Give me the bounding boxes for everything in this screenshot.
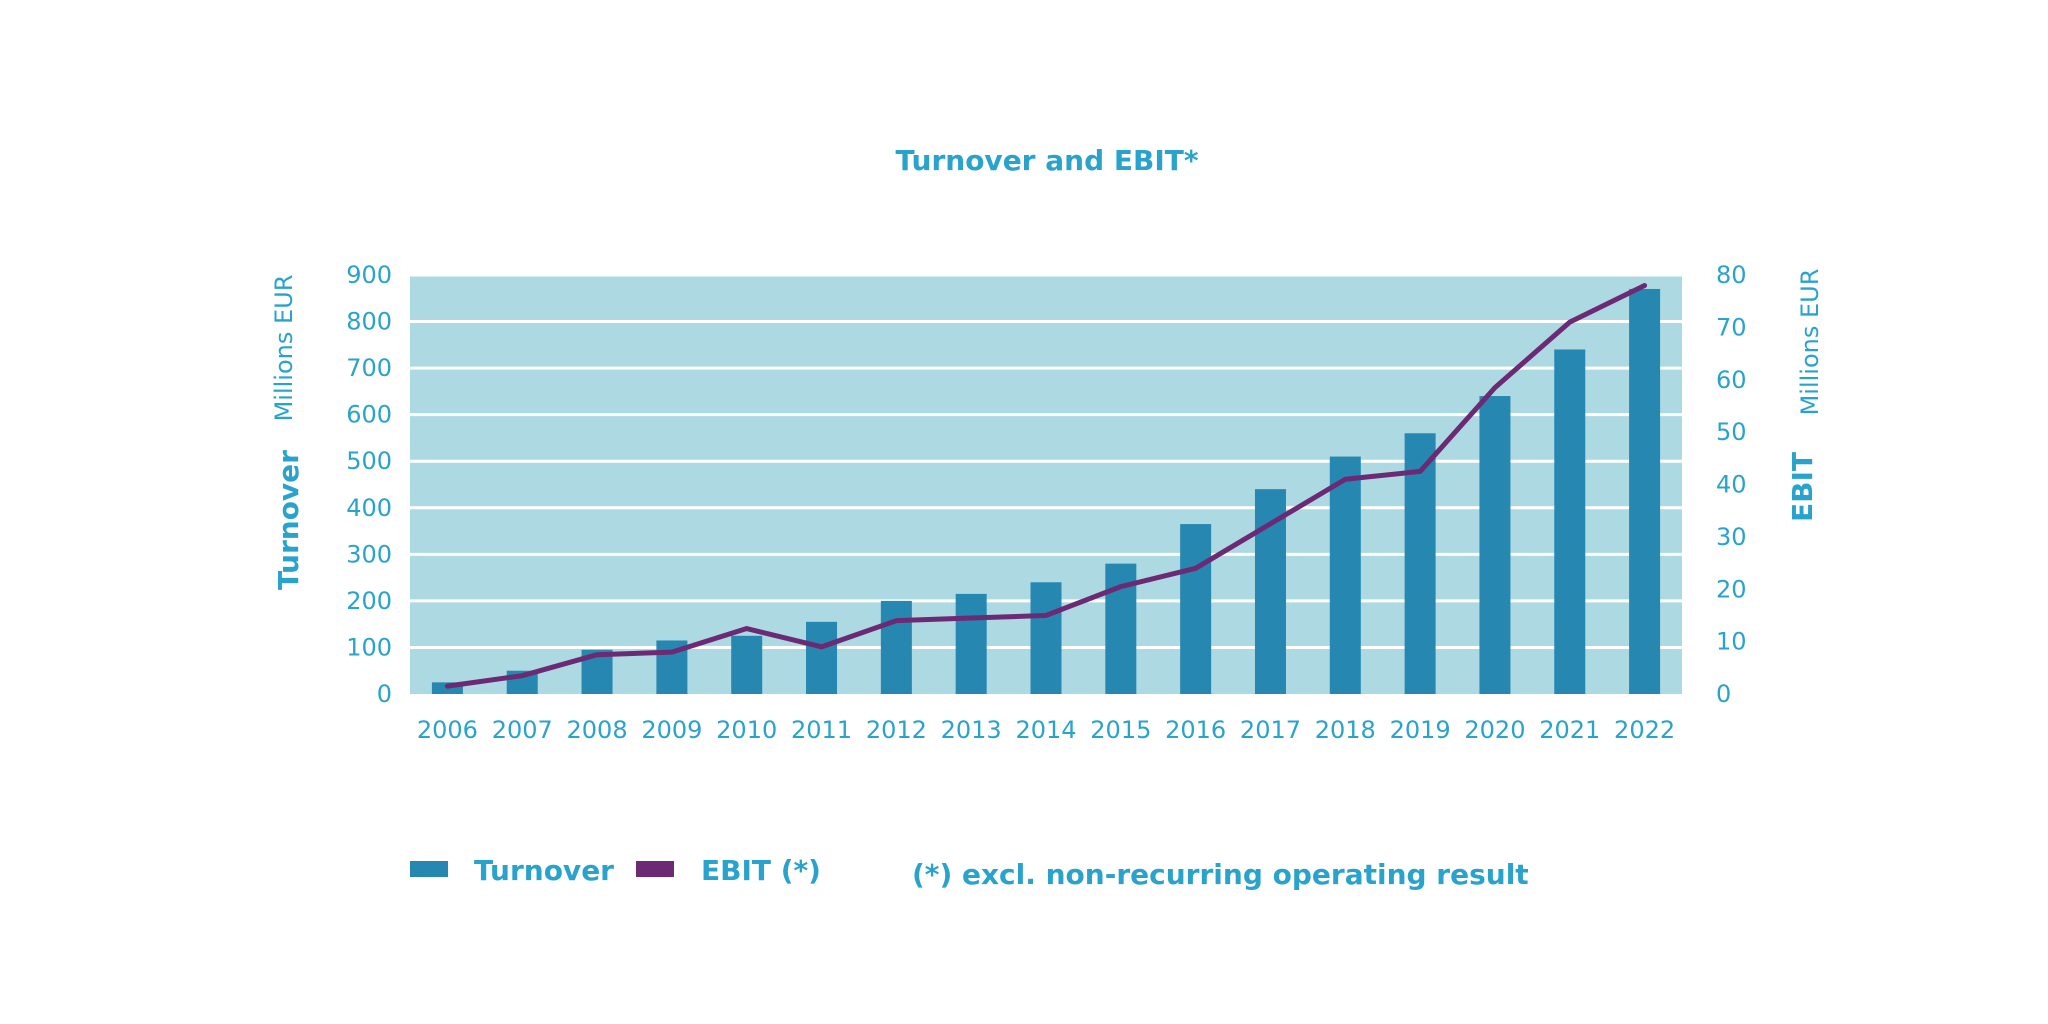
- left-tick-label: 400: [346, 494, 392, 522]
- x-tick-label: 2017: [1240, 716, 1301, 744]
- right-tick-label: 70: [1716, 313, 1747, 341]
- left-tick-label: 900: [346, 261, 392, 289]
- right-tick-label: 10: [1716, 628, 1747, 656]
- left-axis-title: Turnover: [272, 450, 305, 590]
- turnover-bar-2022: [1629, 288, 1661, 694]
- turnover-bars: [431, 288, 1661, 694]
- left-axis-unit: Millions EUR: [270, 275, 298, 422]
- right-axis-title: EBIT: [1786, 452, 1819, 522]
- right-tick-label: 30: [1716, 523, 1747, 551]
- ebit-line: [444, 282, 1648, 689]
- x-tick-label: 2006: [417, 716, 478, 744]
- x-tick-label: 2012: [866, 716, 927, 744]
- chart-title: Turnover and EBIT*: [896, 144, 1199, 177]
- turnover-bar-2018: [1329, 456, 1361, 694]
- footnote: (*) excl. non-recurring operating result: [912, 858, 1529, 891]
- right-tick-label: 50: [1716, 418, 1747, 446]
- x-tick-label: 2014: [1015, 716, 1076, 744]
- legend-ebit-label: EBIT (*): [701, 854, 821, 887]
- right-tick-label: 0: [1716, 680, 1731, 708]
- x-tick-label: 2016: [1165, 716, 1226, 744]
- turnover-bar-2013: [955, 593, 987, 694]
- left-tick-label: 600: [346, 401, 392, 429]
- x-tick-label: 2010: [716, 716, 777, 744]
- right-axis-unit: Millions EUR: [1796, 269, 1824, 416]
- x-tick-label: 2021: [1539, 716, 1600, 744]
- left-tick-label: 300: [346, 540, 392, 568]
- right-tick-label: 80: [1716, 261, 1747, 289]
- turnover-bar-2014: [1030, 582, 1062, 694]
- turnover-bar-2016: [1180, 524, 1212, 694]
- x-tick-label: 2011: [791, 716, 852, 744]
- x-tick-label: 2013: [941, 716, 1002, 744]
- right-tick-label: 60: [1716, 366, 1747, 394]
- left-axis-ticks: 0 100 200 300 400 500 600 700 800 900: [346, 261, 392, 708]
- x-tick-label: 2009: [641, 716, 702, 744]
- turnover-bar-2012: [880, 600, 912, 694]
- legend-turnover-label: Turnover: [474, 854, 614, 887]
- x-tick-label: 2018: [1315, 716, 1376, 744]
- turnover-bar-2020: [1479, 396, 1511, 694]
- x-tick-label: 2015: [1090, 716, 1151, 744]
- left-tick-label: 200: [346, 587, 392, 615]
- turnover-bar-2010: [731, 635, 763, 694]
- right-tick-label: 20: [1716, 575, 1747, 603]
- x-axis-ticks: 2006 2007 2008 2009 2010 2011 2012 2013 2014 2015…: [417, 716, 1675, 744]
- left-tick-label: 100: [346, 633, 392, 661]
- legend-ebit-swatch: [636, 861, 674, 877]
- right-tick-label: 40: [1716, 471, 1747, 499]
- x-tick-label: 2019: [1390, 716, 1451, 744]
- left-tick-label: 0: [377, 680, 392, 708]
- x-tick-label: 2008: [567, 716, 628, 744]
- left-tick-label: 500: [346, 447, 392, 475]
- left-tick-label: 700: [346, 354, 392, 382]
- turnover-bar-2019: [1404, 433, 1436, 694]
- x-tick-label: 2022: [1614, 716, 1675, 744]
- x-tick-label: 2020: [1464, 716, 1525, 744]
- legend-turnover-swatch: [410, 861, 448, 877]
- left-tick-label: 800: [346, 308, 392, 336]
- right-axis-ticks: 0 10 20 30 40 50 60 70 80: [1716, 261, 1747, 708]
- turnover-bar-2011: [806, 621, 838, 694]
- x-tick-label: 2007: [492, 716, 553, 744]
- turnover-bar-2021: [1554, 349, 1586, 694]
